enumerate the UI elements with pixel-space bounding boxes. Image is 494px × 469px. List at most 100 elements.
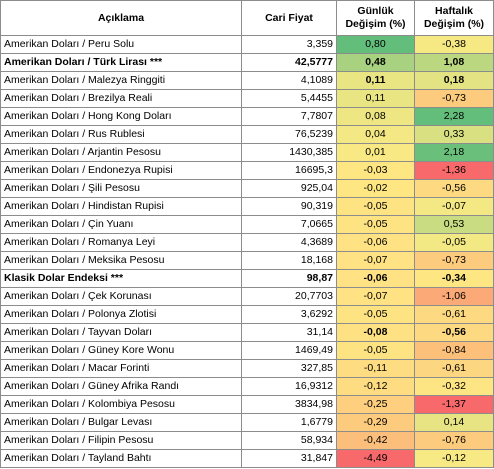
row-weekly-change: -0,73 bbox=[414, 251, 494, 270]
row-weekly-change: -1,06 bbox=[414, 287, 494, 306]
table-row: Amerikan Doları / Çin Yuanı 7,0665 -0,05 0,… bbox=[0, 215, 494, 234]
row-name: Amerikan Doları / Tayvan Doları bbox=[0, 323, 242, 342]
row-weekly-change: -0,07 bbox=[414, 197, 494, 216]
table-row: Amerikan Doları / Peru Solu 3,359 0,80 -0,3… bbox=[0, 35, 494, 54]
row-price: 90,319 bbox=[241, 197, 337, 216]
row-price: 3,359 bbox=[241, 35, 337, 54]
row-price: 42,5777 bbox=[241, 53, 337, 72]
table-row: Amerikan Doları / Çek Korunası 20,7703 -0,… bbox=[0, 287, 494, 306]
row-daily-change: 0,80 bbox=[336, 35, 415, 54]
table-row: Klasik Dolar Endeksi *** 98,87 -0,06 -0,34 bbox=[0, 269, 494, 288]
row-price: 3834,98 bbox=[241, 395, 337, 414]
row-price: 98,87 bbox=[241, 269, 337, 288]
row-daily-change: -0,02 bbox=[336, 179, 415, 198]
row-weekly-change: -0,61 bbox=[414, 305, 494, 324]
table-row: Amerikan Doları / Arjantin Pesosu 1430,38… bbox=[0, 143, 494, 162]
header-name: Açıklama bbox=[0, 0, 242, 36]
header-daily: Günlük Değişim (%) bbox=[336, 0, 415, 36]
row-daily-change: 0,04 bbox=[336, 125, 415, 144]
header-row: Açıklama Cari Fiyat Günlük Değişim (%) H… bbox=[0, 0, 494, 36]
header-weekly: Haftalık Değişim (%) bbox=[414, 0, 494, 36]
row-daily-change: 0,48 bbox=[336, 53, 415, 72]
table-row: Amerikan Doları / Güney Kore Wonu 1469,49… bbox=[0, 341, 494, 360]
row-weekly-change: -0,73 bbox=[414, 89, 494, 108]
row-daily-change: -0,07 bbox=[336, 287, 415, 306]
row-daily-change: -0,25 bbox=[336, 395, 415, 414]
row-weekly-change: -0,34 bbox=[414, 269, 494, 288]
row-price: 1469,49 bbox=[241, 341, 337, 360]
row-name: Amerikan Doları / Güney Afrika Randı bbox=[0, 377, 242, 396]
row-price: 16695,3 bbox=[241, 161, 337, 180]
row-daily-change: 0,11 bbox=[336, 71, 415, 90]
row-daily-change: -0,05 bbox=[336, 197, 415, 216]
row-name: Amerikan Doları / Malezya Ringgiti bbox=[0, 71, 242, 90]
row-weekly-change: -0,84 bbox=[414, 341, 494, 360]
row-daily-change: -0,06 bbox=[336, 233, 415, 252]
row-price: 76,5239 bbox=[241, 125, 337, 144]
table-body: Amerikan Doları / Peru Solu 3,359 0,80 -0,3… bbox=[0, 35, 494, 468]
row-daily-change: 0,11 bbox=[336, 89, 415, 108]
table-row: Amerikan Doları / Filipin Pesosu 58,934 -0… bbox=[0, 431, 494, 450]
row-price: 327,85 bbox=[241, 359, 337, 378]
table-row: Amerikan Doları / Şili Pesosu 925,04 -0,02… bbox=[0, 179, 494, 198]
row-price: 1430,385 bbox=[241, 143, 337, 162]
row-daily-change: -4,49 bbox=[336, 449, 415, 468]
row-weekly-change: -1,36 bbox=[414, 161, 494, 180]
row-price: 31,14 bbox=[241, 323, 337, 342]
row-name: Amerikan Doları / Meksika Pesosu bbox=[0, 251, 242, 270]
row-name: Amerikan Doları / Hong Kong Doları bbox=[0, 107, 242, 126]
row-name: Amerikan Doları / Hindistan Rupisi bbox=[0, 197, 242, 216]
table-row: Amerikan Doları / Güney Afrika Randı 16,9… bbox=[0, 377, 494, 396]
row-name: Amerikan Doları / Brezilya Reali bbox=[0, 89, 242, 108]
row-price: 3,6292 bbox=[241, 305, 337, 324]
table-row: Amerikan Doları / Endonezya Rupisi 16695,… bbox=[0, 161, 494, 180]
row-name: Klasik Dolar Endeksi *** bbox=[0, 269, 242, 288]
row-daily-change: 0,01 bbox=[336, 143, 415, 162]
table-row: Amerikan Doları / Romanya Leyi 4,3689 -0,0… bbox=[0, 233, 494, 252]
row-name: Amerikan Doları / Romanya Leyi bbox=[0, 233, 242, 252]
row-price: 5,4455 bbox=[241, 89, 337, 108]
row-name: Amerikan Doları / Güney Kore Wonu bbox=[0, 341, 242, 360]
row-daily-change: 0,08 bbox=[336, 107, 415, 126]
row-name: Amerikan Doları / Tayland Bahtı bbox=[0, 449, 242, 468]
row-daily-change: -0,07 bbox=[336, 251, 415, 270]
row-name: Amerikan Doları / Peru Solu bbox=[0, 35, 242, 54]
row-weekly-change: -0,61 bbox=[414, 359, 494, 378]
table-row: Amerikan Doları / Tayvan Doları 31,14 -0,0… bbox=[0, 323, 494, 342]
table-row: Amerikan Doları / Hong Kong Doları 7,7807… bbox=[0, 107, 494, 126]
row-weekly-change: 0,53 bbox=[414, 215, 494, 234]
row-name: Amerikan Doları / Çin Yuanı bbox=[0, 215, 242, 234]
table-row: Amerikan Doları / Rus Rublesi 76,5239 0,04… bbox=[0, 125, 494, 144]
row-daily-change: -0,12 bbox=[336, 377, 415, 396]
table-row: Amerikan Doları / Meksika Pesosu 18,168 -0… bbox=[0, 251, 494, 270]
row-price: 58,934 bbox=[241, 431, 337, 450]
row-weekly-change: -0,56 bbox=[414, 179, 494, 198]
row-price: 925,04 bbox=[241, 179, 337, 198]
row-weekly-change: -0,12 bbox=[414, 449, 494, 468]
table-row: Amerikan Doları / Hindistan Rupisi 90,319… bbox=[0, 197, 494, 216]
row-price: 31,847 bbox=[241, 449, 337, 468]
row-weekly-change: -1,37 bbox=[414, 395, 494, 414]
table-row: Amerikan Doları / Türk Lirası *** 42,5777… bbox=[0, 53, 494, 72]
row-name: Amerikan Doları / Macar Forinti bbox=[0, 359, 242, 378]
table-row: Amerikan Doları / Kolombiya Pesosu 3834,9… bbox=[0, 395, 494, 414]
row-name: Amerikan Doları / Filipin Pesosu bbox=[0, 431, 242, 450]
row-weekly-change: 0,14 bbox=[414, 413, 494, 432]
row-daily-change: -0,29 bbox=[336, 413, 415, 432]
row-name: Amerikan Doları / Şili Pesosu bbox=[0, 179, 242, 198]
row-weekly-change: -0,76 bbox=[414, 431, 494, 450]
row-weekly-change: 0,33 bbox=[414, 125, 494, 144]
row-weekly-change: -0,56 bbox=[414, 323, 494, 342]
row-price: 20,7703 bbox=[241, 287, 337, 306]
row-name: Amerikan Doları / Rus Rublesi bbox=[0, 125, 242, 144]
row-name: Amerikan Doları / Çek Korunası bbox=[0, 287, 242, 306]
row-daily-change: -0,05 bbox=[336, 341, 415, 360]
row-daily-change: -0,06 bbox=[336, 269, 415, 288]
row-weekly-change: -0,32 bbox=[414, 377, 494, 396]
row-weekly-change: 0,18 bbox=[414, 71, 494, 90]
row-weekly-change: -0,05 bbox=[414, 233, 494, 252]
row-price: 1,6779 bbox=[241, 413, 337, 432]
table-row: Amerikan Doları / Tayland Bahtı 31,847 -4,… bbox=[0, 449, 494, 468]
row-name: Amerikan Doları / Polonya Zlotisi bbox=[0, 305, 242, 324]
